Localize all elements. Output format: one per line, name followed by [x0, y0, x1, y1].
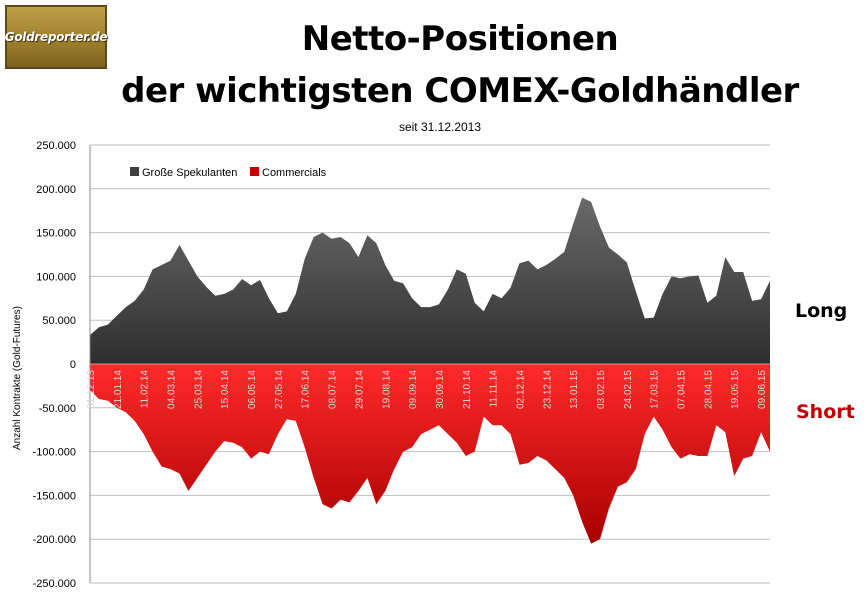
long-label: Long — [795, 300, 848, 322]
x-tick-label: 29.07.14 — [354, 370, 365, 409]
y-tick-label: -200.000 — [33, 534, 76, 546]
x-tick-label: 09.09.14 — [408, 370, 419, 409]
y-tick-label: -100.000 — [33, 447, 76, 459]
y-tick-label: -50.000 — [39, 403, 76, 415]
legend: Große Spekulanten Commercials — [130, 167, 327, 179]
legend-swatch — [130, 167, 139, 176]
x-tick-label: 07.04.15 — [677, 370, 688, 409]
x-tick-label: 02.12.14 — [516, 370, 527, 409]
x-tick-label: 21.10.14 — [462, 370, 473, 409]
x-tick-label: 24.02.15 — [623, 370, 634, 409]
x-tick-label: 28.04.15 — [703, 370, 714, 409]
legend-swatch — [250, 167, 259, 176]
x-tick-label: 19.08.14 — [381, 370, 392, 409]
x-tick-label: 25.03.14 — [193, 370, 204, 409]
y-tick-label: -150.000 — [33, 490, 76, 502]
x-tick-label: 11.11.14 — [489, 370, 500, 408]
legend-entry: Große Spekulanten — [142, 167, 237, 179]
area-series — [90, 197, 770, 544]
y-tick-label: 150.000 — [36, 228, 76, 240]
x-tick-label: 17.03.15 — [650, 370, 661, 409]
y-tick-label: 100.000 — [36, 271, 76, 283]
chart-title-line1: Netto-Positionen — [301, 19, 619, 59]
y-axis-label: Anzahl Kontrakte (Gold-Futures) — [12, 306, 23, 450]
series-area-long — [90, 197, 770, 364]
x-tick-label: 31.12.13 — [86, 370, 97, 409]
x-tick-label: 09.06.15 — [757, 370, 768, 409]
x-tick-label: 03.02.15 — [596, 370, 607, 409]
x-tick-label: 17.06.14 — [301, 370, 312, 409]
chart-title-line2: der wichtigsten COMEX-Goldhändler — [121, 71, 799, 111]
x-tick-label: 19.05.15 — [730, 370, 741, 409]
x-tick-label: 08.07.14 — [328, 370, 339, 409]
x-tick-label: 21.01.14 — [113, 370, 124, 409]
x-tick-label: 13.01.15 — [569, 370, 580, 409]
x-tick-label: 06.05.14 — [247, 370, 258, 409]
y-tick-label: 200.000 — [36, 184, 76, 196]
y-tick-label: 250.000 — [36, 140, 76, 152]
x-tick-label: 15.04.14 — [220, 370, 231, 409]
y-tick-label: 50.000 — [42, 315, 76, 327]
x-axis-ticks: 31.12.13 21.01.14 11.02.14 04.03.14 25.03.14… — [86, 370, 768, 409]
y-tick-label: 0 — [70, 359, 76, 371]
x-tick-label: 27.05.14 — [274, 370, 285, 409]
chart-subtitle: seit 31.12.2013 — [398, 120, 482, 134]
x-tick-label: 04.03.14 — [167, 370, 178, 409]
goldreporter-logo: Goldreporter.de — [5, 5, 108, 69]
short-label: Short — [796, 401, 855, 423]
y-axis: 250.000 200.000 150.000 100.000 50.000 0 -50.0… — [33, 140, 91, 590]
x-tick-label: 23.12.14 — [542, 370, 553, 409]
x-tick-label: 11.02.14 — [140, 370, 151, 409]
x-tick-label: 30.09.14 — [435, 370, 446, 409]
legend-entry: Commercials — [262, 167, 327, 179]
series-area-short — [90, 364, 770, 544]
y-tick-label: -250.000 — [33, 578, 76, 590]
